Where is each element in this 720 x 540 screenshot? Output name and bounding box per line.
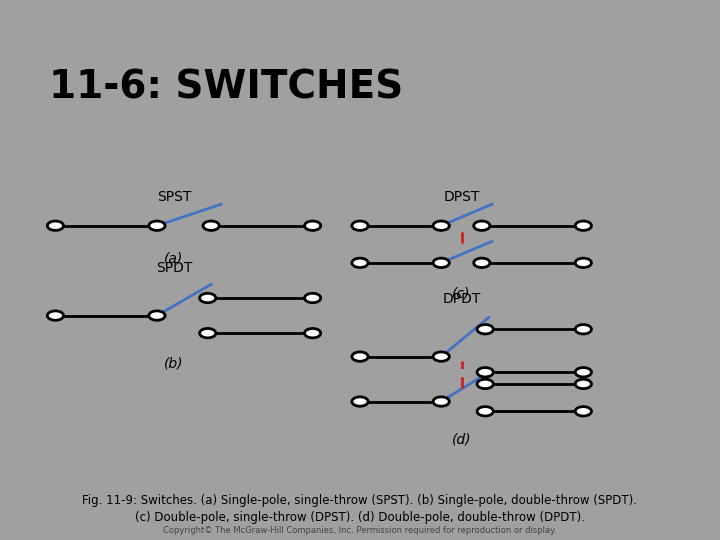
Text: SPDT: SPDT	[156, 261, 192, 274]
Circle shape	[433, 221, 449, 231]
Circle shape	[575, 258, 591, 267]
Circle shape	[433, 397, 449, 406]
Circle shape	[575, 221, 591, 231]
Circle shape	[149, 311, 165, 320]
Circle shape	[433, 352, 449, 361]
Text: Copyright© The McGraw-Hill Companies, Inc. Permission required for reproduction : Copyright© The McGraw-Hill Companies, In…	[163, 525, 557, 535]
Circle shape	[48, 311, 63, 320]
Circle shape	[305, 328, 320, 338]
Circle shape	[477, 325, 493, 334]
Circle shape	[199, 293, 216, 303]
Circle shape	[305, 221, 320, 231]
Text: DPST: DPST	[444, 190, 480, 204]
Circle shape	[575, 325, 591, 334]
Text: Fig. 11-9: Switches. (a) Single-pole, single-throw (SPST). (b) Single-pole, doub: Fig. 11-9: Switches. (a) Single-pole, si…	[83, 494, 637, 507]
Circle shape	[352, 397, 368, 406]
Circle shape	[199, 328, 216, 338]
Circle shape	[433, 258, 449, 267]
Circle shape	[305, 293, 320, 303]
Circle shape	[477, 407, 493, 416]
Circle shape	[352, 258, 368, 267]
Text: (c) Double-pole, single-throw (DPST). (d) Double-pole, double-throw (DPDT).: (c) Double-pole, single-throw (DPST). (d…	[135, 511, 585, 524]
Circle shape	[575, 407, 591, 416]
Circle shape	[352, 352, 368, 361]
Text: (d): (d)	[451, 433, 472, 447]
Circle shape	[477, 379, 493, 389]
Text: (a): (a)	[164, 251, 184, 265]
Circle shape	[575, 379, 591, 389]
Text: 11-6: SWITCHES: 11-6: SWITCHES	[49, 69, 403, 106]
Text: (c): (c)	[452, 286, 471, 300]
Text: DPDT: DPDT	[442, 292, 481, 306]
Circle shape	[474, 258, 490, 267]
Circle shape	[352, 221, 368, 231]
Circle shape	[477, 368, 493, 377]
Circle shape	[575, 368, 591, 377]
Circle shape	[48, 221, 63, 231]
Circle shape	[149, 221, 165, 231]
Circle shape	[203, 221, 219, 231]
Circle shape	[474, 221, 490, 231]
Text: SPST: SPST	[157, 190, 191, 204]
Text: (b): (b)	[164, 356, 184, 370]
